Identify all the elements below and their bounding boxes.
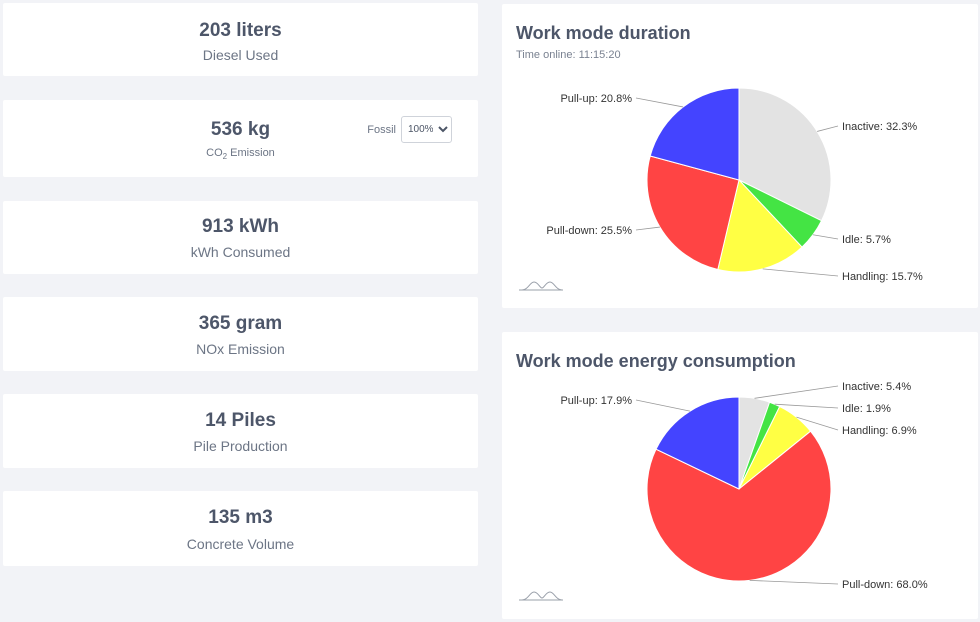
slice-label: Idle: 1.9% (842, 403, 891, 415)
stat-label: Pile Production (193, 438, 288, 454)
pie-chart-energy: Inactive: 5.4% Idle: 1.9% Handling: 6.9% Pu… (560, 381, 928, 591)
co2-label-sub: 2 (222, 152, 228, 162)
co2-label-main: CO (206, 147, 223, 159)
slice-connector (817, 125, 839, 132)
slice-label: Pull-down: 25.5% (546, 225, 632, 237)
slice-label: Idle: 5.7% (842, 234, 891, 246)
stat-label: Concrete Volume (186, 536, 295, 552)
slice-label: Handling: 6.9% (842, 425, 917, 437)
stat-card-diesel: 203 liters Diesel Used (3, 3, 478, 76)
chart-card-duration: Work mode duration Time online: 11:15:20… (502, 4, 978, 308)
co2-label-rest: Emission (227, 147, 275, 159)
fossil-select[interactable]: 100% (401, 116, 452, 143)
slice-connector (635, 97, 684, 108)
slice-connector (754, 385, 839, 399)
stat-label: Diesel Used (202, 47, 279, 63)
stat-card-concrete: 135 m3 Concrete Volume (3, 491, 478, 566)
slice-connector (774, 403, 839, 409)
fossil-label: Fossil (367, 123, 396, 136)
chart-subtitle: Time online: 11:15:20 (516, 49, 621, 61)
pie-slice-handling[interactable] (717, 178, 803, 273)
chart-title: Work mode duration (516, 23, 691, 43)
chart-title: Work mode energy consumption (516, 351, 796, 371)
stat-card-kwh: 913 kWh kWh Consumed (3, 201, 478, 274)
pie-slice-pull-down[interactable] (646, 430, 832, 582)
stat-value: 135 m3 (208, 507, 273, 528)
stat-card-co2: 536 kg CO2 Emission Fossil 100% (3, 100, 478, 177)
slice-connector (812, 234, 839, 240)
slice-connector (762, 268, 839, 277)
stat-value: 365 gram (198, 313, 283, 334)
stat-label: kWh Consumed (190, 244, 291, 260)
chart-card-energy: Work mode energy consumption Inactive: 5… (502, 332, 978, 619)
pie-slice-pull-down[interactable] (646, 155, 740, 271)
slice-connector (635, 226, 661, 231)
slice-label: Pull-down: 68.0% (842, 579, 928, 591)
slice-connector (796, 416, 839, 431)
slice-connector (635, 399, 691, 412)
chart-type-icon[interactable] (518, 280, 564, 292)
chart-type-icon[interactable] (518, 590, 564, 602)
slice-label: Inactive: 32.3% (842, 121, 917, 133)
stat-label: CO2 Emission (3, 147, 478, 161)
stat-card-piles: 14 Piles Pile Production (3, 394, 478, 468)
slice-label: Pull-up: 17.9% (560, 395, 632, 407)
slice-label: Handling: 15.7% (842, 271, 923, 283)
stat-card-nox: 365 gram NOx Emission (3, 297, 478, 371)
fossil-control: Fossil 100% (367, 116, 452, 143)
stat-value: 913 kWh (201, 216, 280, 237)
stat-value: 203 liters (199, 20, 282, 41)
slice-connector (749, 579, 839, 585)
slice-label: Pull-up: 20.8% (560, 93, 632, 105)
stat-label: NOx Emission (196, 341, 285, 357)
slice-label: Inactive: 5.4% (842, 381, 911, 393)
stat-value: 536 kg (210, 119, 271, 140)
pie-chart-duration: Inactive: 32.3% Idle: 5.7% Handling: 15.7%… (546, 87, 923, 283)
pie-slice-pull-up[interactable] (655, 396, 740, 490)
stat-value: 14 Piles (205, 410, 276, 431)
